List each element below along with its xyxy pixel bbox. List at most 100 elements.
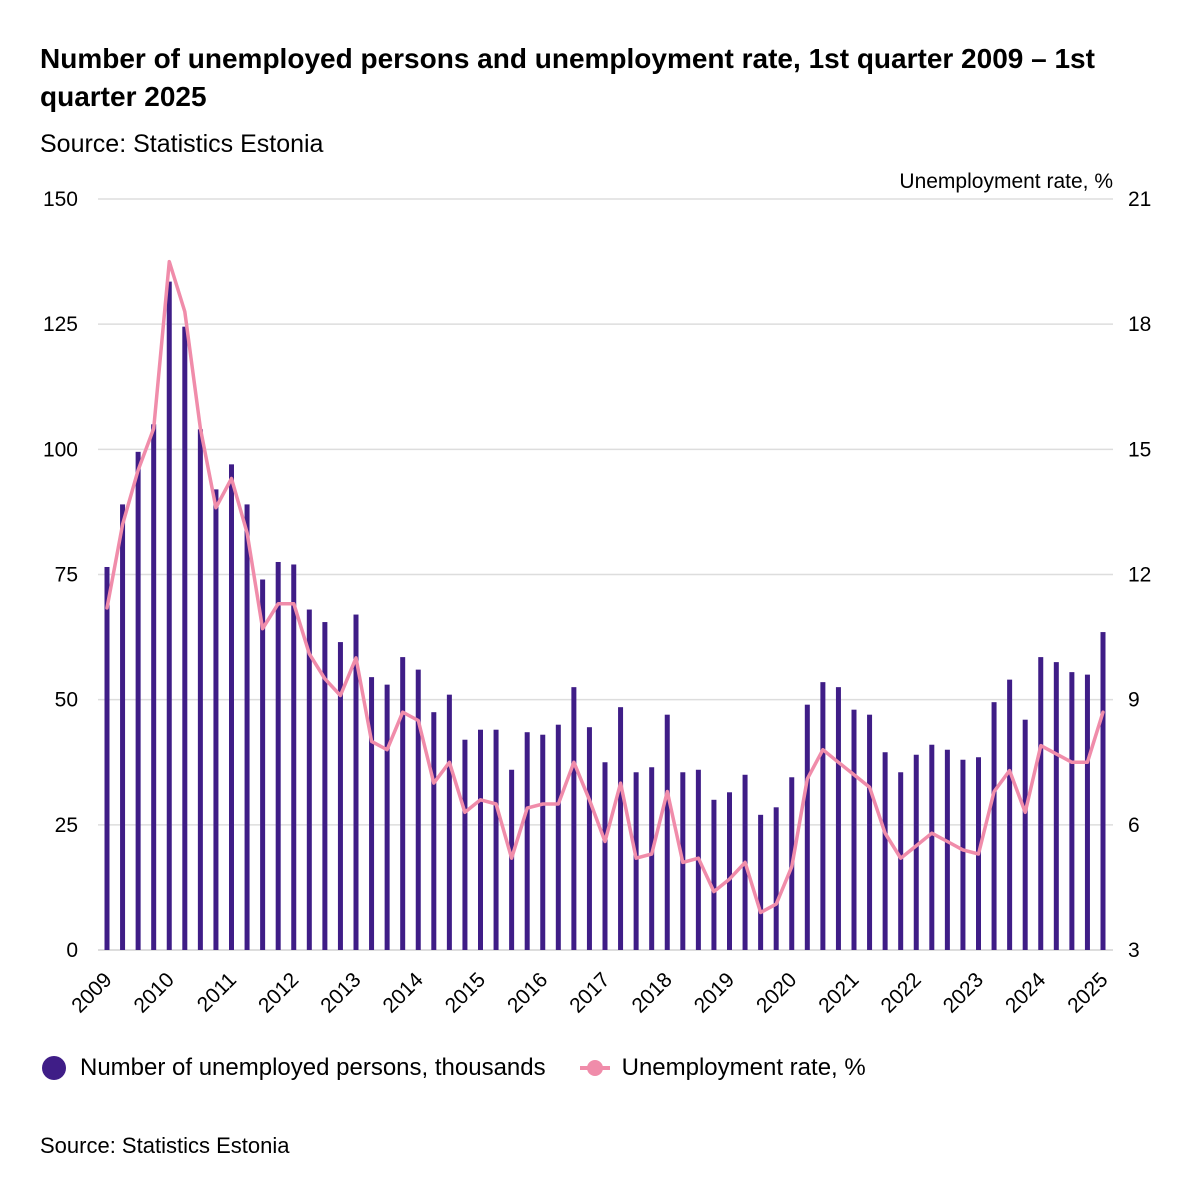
x-axis-tick-label: 2019 (690, 968, 739, 1017)
bar[interactable] (244, 504, 250, 950)
left-axis-tick-label: 0 (66, 939, 78, 962)
bar[interactable] (540, 734, 546, 950)
bar[interactable] (1007, 679, 1013, 950)
bar[interactable] (322, 622, 328, 950)
bar[interactable] (602, 762, 608, 950)
bar[interactable] (867, 714, 873, 950)
legend-line-label: Unemployment rate, % (621, 1054, 866, 1081)
bar[interactable] (1038, 657, 1044, 950)
bar[interactable] (633, 772, 639, 950)
source-note: Source: Statistics Estonia (40, 1133, 290, 1158)
bar[interactable] (384, 684, 390, 950)
bar[interactable] (882, 752, 888, 950)
legend-line-swatch-icon (579, 1060, 610, 1076)
line-series-unemployment-rate (105, 259, 1105, 915)
legend-bar-swatch-icon (42, 1056, 66, 1080)
left-axis-tick-label: 50 (55, 689, 78, 712)
left-axis-tick-label: 75 (55, 564, 78, 587)
unemployment-rate-line[interactable] (105, 259, 1105, 915)
bar[interactable] (213, 489, 219, 950)
x-axis-tick-label: 2010 (129, 968, 178, 1017)
bar[interactable] (275, 561, 281, 950)
legend-bars-label: Number of unemployed persons, thousands (80, 1054, 546, 1081)
left-axis-tick-label: 125 (43, 313, 78, 336)
right-axis-tick-label: 15 (1128, 438, 1151, 461)
bar[interactable] (991, 702, 997, 950)
bar[interactable] (478, 729, 483, 950)
left-axis-tick-label: 25 (55, 814, 78, 837)
x-axis-tick-label: 2021 (814, 968, 863, 1017)
bar[interactable] (493, 729, 499, 950)
bar[interactable] (120, 504, 126, 950)
bar[interactable] (649, 767, 655, 950)
x-axis-tick-label: 2018 (627, 968, 676, 1017)
bar[interactable] (711, 799, 717, 950)
bar[interactable] (586, 727, 592, 950)
axis-ticks: 0 3 25 6 50 9 75 12 100 15 125 18 150 21 2009 2010 2011 2… (43, 188, 1151, 1018)
bar[interactable] (151, 424, 157, 950)
gridlines (98, 198, 1113, 951)
bar[interactable] (618, 707, 624, 950)
right-axis-tick-label: 21 (1128, 188, 1151, 211)
x-axis-tick-label: 2023 (939, 968, 988, 1017)
bar[interactable] (415, 669, 421, 950)
chart-subtitle: Source: Statistics Estonia (40, 130, 324, 158)
right-axis-tick-label: 12 (1128, 564, 1151, 587)
bar[interactable] (1084, 674, 1090, 950)
bar[interactable] (555, 724, 561, 950)
left-axis-tick-label: 100 (43, 438, 78, 461)
bar[interactable] (1022, 719, 1028, 950)
bar[interactable] (104, 566, 110, 950)
bar[interactable] (446, 694, 452, 950)
legend-item-line[interactable]: Unemployment rate, % (579, 1054, 866, 1082)
legend: Number of unemployed persons, thousands … (42, 1054, 900, 1082)
x-axis-tick-label: 2014 (378, 968, 428, 1018)
legend-item-bars[interactable]: Number of unemployed persons, thousands (42, 1054, 546, 1082)
bar[interactable] (820, 682, 826, 950)
x-axis-tick-label: 2013 (316, 968, 365, 1017)
x-axis-tick-label: 2009 (67, 968, 116, 1017)
bar[interactable] (835, 687, 841, 950)
x-axis-tick-label: 2015 (441, 968, 490, 1017)
bar[interactable] (851, 709, 857, 950)
bar[interactable] (1053, 662, 1059, 950)
bar[interactable] (960, 759, 966, 950)
bar[interactable] (898, 772, 904, 950)
bar[interactable] (524, 732, 530, 950)
bar[interactable] (664, 714, 670, 950)
bar[interactable] (197, 429, 203, 951)
chart-title: Number of unemployed persons and unemplo… (40, 43, 1095, 112)
right-axis-tick-label: 6 (1128, 814, 1140, 837)
x-axis-tick-label: 2016 (503, 968, 552, 1017)
bar[interactable] (431, 712, 437, 950)
bar[interactable] (135, 451, 141, 950)
bar[interactable] (166, 281, 172, 950)
left-axis-tick-label: 150 (43, 188, 78, 211)
bar[interactable] (353, 614, 359, 950)
bar-series-unemployed-persons (104, 281, 1106, 951)
bar[interactable] (182, 326, 188, 950)
bar[interactable] (337, 642, 343, 950)
chart-area: 0 3 25 6 50 9 75 12 100 15 125 18 150 21 2009 2010 2011 2… (43, 170, 1151, 1018)
bar[interactable] (571, 687, 577, 950)
bar[interactable] (369, 677, 375, 950)
bar[interactable] (727, 792, 732, 950)
bar[interactable] (1100, 632, 1106, 950)
bar[interactable] (306, 609, 312, 950)
x-axis-tick-label: 2012 (254, 968, 303, 1017)
x-axis-tick-label: 2017 (565, 968, 614, 1017)
bar[interactable] (929, 744, 935, 950)
right-axis-tick-label: 9 (1128, 689, 1140, 712)
bar[interactable] (773, 807, 779, 950)
bar[interactable] (260, 579, 266, 950)
x-axis-tick-label: 2020 (752, 968, 801, 1017)
bar[interactable] (913, 754, 919, 950)
bar[interactable] (804, 704, 810, 950)
bar[interactable] (758, 814, 764, 950)
bar[interactable] (229, 464, 234, 950)
bar[interactable] (400, 657, 406, 950)
bar[interactable] (291, 564, 297, 950)
bar[interactable] (944, 749, 950, 950)
bar[interactable] (1069, 672, 1075, 950)
bar[interactable] (462, 739, 468, 950)
